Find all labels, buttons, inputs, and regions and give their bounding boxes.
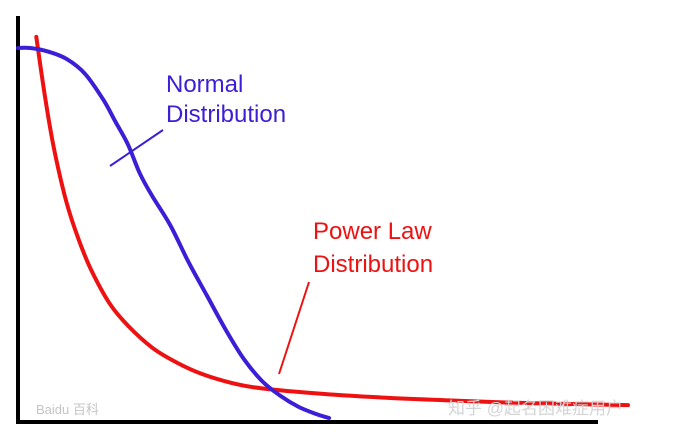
series-line-normal: [16, 45, 332, 420]
series-line-power-law: [34, 34, 630, 408]
leader-line-normal: [109, 129, 164, 167]
series-label-power-law-line-1: Power Law: [313, 218, 432, 245]
series-label-power-law-line-2: Distribution: [313, 251, 433, 278]
leader-line-power-law: [278, 281, 310, 375]
label-layer: Normal Distribution Power Law Distribution: [109, 71, 433, 375]
watermark-right: 知乎 @起名困难症用户: [448, 399, 623, 418]
series-label-normal-line-1: Normal: [166, 71, 243, 98]
watermark-layer: Baidu 百科 知乎 @起名困难症用户: [36, 399, 623, 418]
axes: [16, 16, 598, 424]
watermark-left: Baidu 百科: [36, 402, 99, 417]
series-layer: [16, 34, 630, 420]
series-label-normal-line-2: Distribution: [166, 101, 286, 128]
